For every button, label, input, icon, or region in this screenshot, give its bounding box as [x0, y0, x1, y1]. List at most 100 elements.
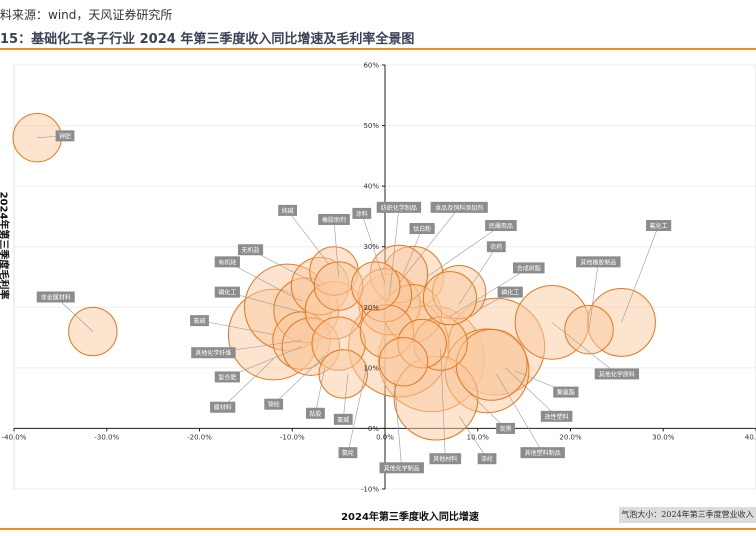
x-tick-label: 40.0% [745, 433, 756, 441]
leader-line [468, 391, 506, 429]
data-label: 有机硅 [218, 258, 236, 266]
data-label: 其他橡胶制品 [580, 258, 616, 266]
data-label: 炭黑 [500, 426, 512, 433]
leader-line [398, 207, 460, 284]
x-tick-label: 10.0% [467, 433, 490, 441]
leader-line [449, 267, 529, 317]
bubble-size-note: 气泡大小：2024年第三季度营业收入 [619, 507, 756, 523]
x-tick-label: 30.0% [652, 433, 675, 441]
data-label: 锦纶 [268, 401, 280, 409]
data-label-box [214, 286, 240, 298]
y-tick-label: 30% [363, 243, 379, 251]
chart-title: 15：基础化工各子行业 2024 年第三季度收入同比增速及毛利率全景图 [0, 32, 415, 47]
data-label: 磷化工 [501, 289, 519, 297]
y-tick-label: -10% [361, 486, 379, 494]
leader-line [222, 358, 274, 408]
data-label: 纺织化学制品 [381, 204, 417, 212]
data-label: 其他材料 [433, 455, 457, 463]
title-rule [0, 48, 756, 50]
leader-line [342, 373, 349, 420]
data-label: 钾肥 [59, 132, 71, 140]
data-label: 膜材料 [214, 404, 232, 412]
y-tick-label: 60% [363, 62, 379, 70]
data-label-box [496, 422, 515, 434]
tick-labels: -40.0% -30.0% -20.0% -10.0% 0.0% 10.0% 20.0% 30… [2, 62, 756, 494]
data-label: 氨纶 [342, 449, 354, 457]
data-label-box [512, 262, 545, 274]
data-label: 其他化学制品 [384, 464, 420, 472]
leader-lines [37, 135, 659, 468]
y-tick-label: 50% [363, 122, 379, 130]
leader-line [426, 225, 502, 278]
bubbles [12, 112, 656, 441]
data-label: 纯碱 [282, 207, 294, 215]
data-label: 聚氨酯 [557, 389, 575, 397]
data-label-box [338, 447, 358, 459]
data-label-box [576, 256, 621, 268]
leader-line [227, 261, 302, 302]
x-tick-label: 20.0% [559, 433, 582, 441]
bubble [422, 271, 478, 326]
leader-line [458, 416, 488, 459]
data-label-box [429, 453, 462, 465]
data-label-box [553, 386, 579, 398]
leader-line [273, 355, 325, 405]
data-label-box [190, 315, 209, 327]
data-label-box [191, 347, 236, 359]
leader-line [199, 320, 274, 335]
leader-line [440, 349, 446, 459]
data-label-box [352, 207, 372, 219]
data-label-box [486, 241, 506, 253]
leader-line [505, 367, 557, 417]
y-tick-label: 0% [368, 425, 379, 433]
data-label-box [278, 204, 298, 216]
leader-line [347, 367, 367, 453]
leader-line [403, 228, 423, 275]
data-label: 非金属材料 [41, 293, 71, 301]
x-axis-label: 2024年第三季度收入同比增速 [341, 512, 479, 523]
data-label-box [36, 291, 75, 303]
data-label-box [379, 462, 424, 474]
bottom-rule [0, 528, 756, 530]
data-label-box [306, 407, 325, 419]
data-label: 合成树脂 [517, 264, 541, 272]
x-tick-label: -20.0% [187, 433, 212, 441]
y-tick-label: 10% [363, 364, 379, 372]
data-label-box [540, 410, 573, 422]
data-label: 无机盐 [242, 246, 260, 254]
data-label: 食品及饲料添加剂 [435, 204, 483, 212]
bubble [351, 261, 401, 311]
data-label: 其他化学原料 [599, 370, 635, 378]
data-label-box [497, 286, 523, 298]
leader-line [55, 296, 94, 332]
data-label: 氯碱 [337, 416, 349, 424]
data-label: 涂料 [356, 210, 368, 218]
data-label-box [318, 213, 350, 225]
leader-line [227, 291, 307, 314]
data-label: 橡胶助剂 [322, 216, 346, 224]
leader-line [551, 322, 618, 375]
data-label-box [594, 368, 640, 380]
leader-line [496, 373, 543, 453]
data-label-box [376, 201, 422, 213]
y-tick-label: 20% [363, 304, 379, 312]
data-label: 磷化工 [218, 289, 236, 297]
data-label-box [477, 453, 497, 465]
bubble [318, 349, 368, 399]
leader-line [458, 246, 497, 305]
data-label-box [264, 398, 284, 410]
data-label-box [409, 223, 435, 235]
x-tick-label: -40.0% [2, 433, 27, 441]
data-label-box [646, 220, 672, 232]
data-label: 民爆用品 [489, 222, 513, 230]
bubble [378, 337, 429, 387]
x-tick-label: -30.0% [94, 433, 119, 441]
data-label-box [485, 220, 517, 232]
x-tick-label: -10.0% [280, 433, 305, 441]
leader-line [393, 379, 402, 468]
y-axis-label: 2024年第三季度毛利率 [0, 191, 9, 300]
data-label: 其他化学纤维 [195, 349, 231, 357]
data-label-box [520, 447, 565, 459]
